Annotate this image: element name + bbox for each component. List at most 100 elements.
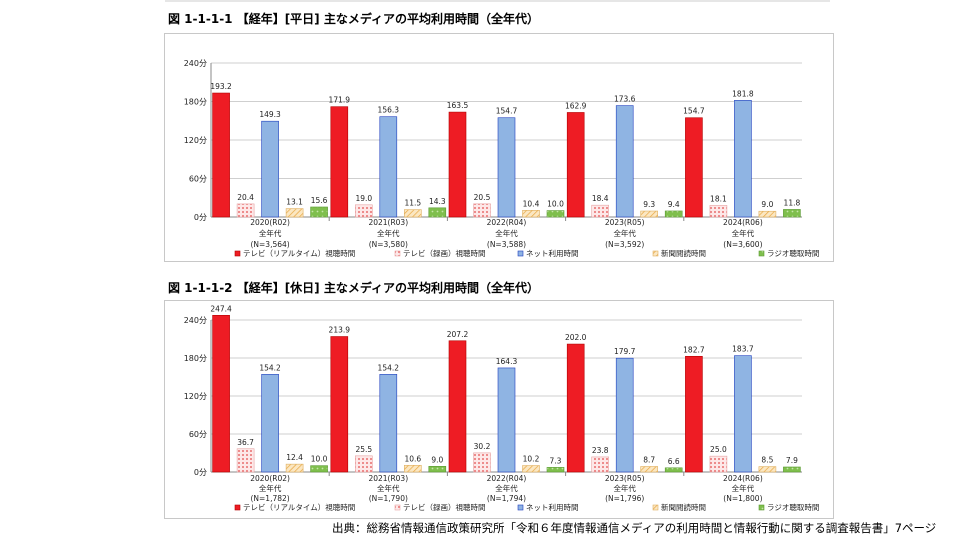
bar-3 [615, 357, 634, 473]
chart-title-holiday: 図 1-1-1-2 【経年】[休日] 主なメディアの平均利用時間（全年代） [168, 281, 540, 295]
y-tick-label: 60分 [189, 175, 207, 184]
chart-frame-holiday: 0分 60分 120分 180分 240分 2020(R02) 全年代 (N=1,782) 24… [164, 300, 834, 519]
category-label: 全年代 [732, 483, 755, 493]
category-label: (N=3,564) [250, 240, 289, 249]
data-label: 19.0 [355, 194, 372, 203]
bar-5 [783, 209, 801, 218]
legend-swatch [758, 504, 765, 511]
top-divider [165, 0, 830, 2]
data-label: 202.0 [565, 333, 587, 342]
bar-4 [758, 466, 777, 473]
data-label: 30.2 [474, 442, 491, 451]
category-label: 2020(R02) [250, 218, 290, 227]
y-tick-label: 120分 [184, 136, 207, 145]
weekday-bar-chart: 0分60分120分180分240分2020(R02)全年代(N=3,564)19… [184, 59, 820, 258]
y-tick-label: 60分 [189, 430, 207, 439]
legend-label: テレビ（録画）視聴時間 [403, 248, 486, 258]
data-label: 6.6 [668, 457, 680, 466]
legend-swatch [758, 250, 765, 257]
data-label: 8.7 [643, 455, 655, 464]
bar-3 [261, 374, 279, 473]
category-label: (N=1,796) [605, 494, 644, 503]
y-tick-label: 0分 [194, 213, 207, 222]
bar-1 [685, 117, 703, 218]
bar-5 [428, 207, 447, 218]
data-label: 182.7 [683, 345, 705, 354]
category-label: 全年代 [495, 228, 518, 238]
data-label: 18.1 [710, 194, 727, 203]
bar-1 [330, 336, 349, 473]
data-label: 10.6 [404, 454, 421, 463]
data-label: 163.5 [447, 101, 469, 110]
bar-4 [285, 208, 304, 218]
bar-3 [497, 117, 516, 218]
category-label: (N=3,588) [487, 240, 526, 249]
data-label: 9.3 [643, 200, 655, 209]
data-label: 154.2 [378, 363, 400, 372]
data-label: 247.4 [210, 304, 232, 313]
category-label: 2024(R06) [723, 218, 763, 227]
holiday-bar-chart: 0分60分120分180分240分2020(R02)全年代(N=1,782)24… [184, 304, 820, 512]
legend-label: ネット利用時間 [526, 248, 579, 258]
bar-3 [734, 355, 752, 473]
bar-1 [212, 315, 230, 473]
data-label: 179.7 [614, 347, 636, 356]
category-label: 2022(R04) [487, 474, 527, 483]
bar-3 [734, 100, 752, 218]
data-label: 9.0 [761, 200, 773, 209]
category-label: 全年代 [259, 228, 282, 238]
bar-3 [497, 367, 516, 473]
chart-frame-weekday: 0分 60分 120分 180分 240分 2020(R02) 全年代 (N=3,564) 19… [164, 33, 834, 262]
legend-swatch [234, 250, 241, 257]
data-label: 20.4 [237, 193, 254, 202]
legend-swatch [517, 250, 524, 257]
y-tick-label: 180分 [184, 98, 207, 107]
category-label: 2020(R02) [250, 474, 290, 483]
bar-2 [473, 452, 491, 473]
data-label: 20.5 [474, 193, 491, 202]
bar-5 [428, 466, 447, 473]
legend-swatch [652, 504, 659, 511]
bar-3 [615, 105, 634, 218]
data-label: 213.9 [329, 326, 351, 335]
bar-2 [473, 203, 491, 218]
bar-2 [355, 455, 373, 473]
data-label: 23.8 [592, 446, 609, 455]
bar-5 [664, 467, 683, 473]
category-label: (N=1,800) [723, 494, 762, 503]
category-label: (N=3,580) [369, 240, 408, 249]
bar-4 [522, 465, 540, 473]
category-label: (N=1,782) [250, 494, 289, 503]
data-label: 11.8 [784, 198, 801, 207]
bar-4 [404, 464, 422, 473]
data-label: 154.7 [683, 107, 705, 116]
legend-label: ラジオ聴取時間 [767, 249, 819, 258]
chart-title-weekday: 図 1-1-1-1 【経年】[平日] 主なメディアの平均利用時間（全年代） [168, 12, 540, 26]
legend-swatch [652, 250, 659, 257]
data-label: 7.9 [786, 456, 798, 465]
legend-swatch [517, 504, 524, 511]
bar-4 [758, 210, 777, 218]
data-label: 7.3 [550, 456, 562, 465]
category-label: 全年代 [732, 228, 755, 238]
legend-label: ネット利用時間 [526, 502, 579, 512]
legend-label: 新聞閲読時間 [661, 502, 706, 512]
category-label: 全年代 [377, 483, 400, 493]
data-label: 156.3 [378, 106, 400, 115]
bar-2 [709, 205, 728, 218]
bar-3 [261, 120, 279, 218]
data-label: 25.5 [355, 445, 372, 454]
bar-5 [546, 467, 565, 473]
data-label: 25.0 [710, 445, 727, 454]
bar-1 [448, 111, 467, 218]
data-label: 171.9 [329, 96, 351, 105]
data-label: 193.2 [210, 82, 232, 91]
legend-swatch [394, 250, 401, 257]
category-label: 2023(R05) [605, 218, 645, 227]
category-label: 2021(R03) [368, 218, 408, 227]
bar-1 [212, 92, 230, 218]
category-label: (N=1,794) [487, 494, 526, 503]
category-label: 2024(R06) [723, 474, 763, 483]
data-label: 9.4 [668, 200, 680, 209]
legend-label: テレビ（リアルタイム）視聴時間 [243, 503, 355, 512]
